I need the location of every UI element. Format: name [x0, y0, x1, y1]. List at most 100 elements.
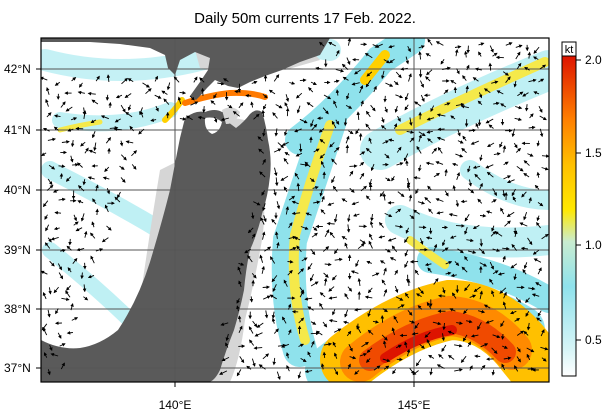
current-arrow: [142, 82, 150, 88]
current-arrow: [433, 243, 438, 252]
current-arrow: [310, 119, 314, 128]
current-arrow: [405, 160, 409, 166]
current-arrow: [405, 227, 410, 234]
current-arrow: [53, 226, 60, 231]
current-arrow: [418, 134, 422, 142]
current-arrow: [425, 76, 431, 82]
current-arrow: [355, 128, 360, 135]
current-arrow: [528, 78, 537, 83]
current-arrow: [500, 320, 505, 328]
current-arrow: [119, 140, 124, 147]
current-arrow: [503, 175, 512, 180]
current-arrow: [58, 197, 66, 202]
current-arrow: [77, 200, 84, 204]
current-arrow: [491, 347, 498, 354]
current-arrow: [394, 285, 399, 294]
current-arrow: [70, 155, 74, 163]
current-arrow: [237, 315, 242, 323]
current-arrow: [70, 303, 74, 311]
current-arrow: [239, 356, 245, 364]
current-arrow: [437, 146, 443, 154]
current-arrow: [405, 56, 410, 65]
current-arrow: [319, 138, 326, 144]
current-arrow: [312, 226, 318, 232]
current-arrow: [304, 161, 311, 168]
current-arrow: [470, 140, 479, 145]
current-arrow: [333, 100, 338, 108]
current-arrow: [441, 344, 447, 352]
current-arrow: [512, 196, 517, 202]
current-arrow: [424, 262, 432, 267]
current-arrow: [510, 310, 517, 315]
current-arrow: [395, 224, 404, 229]
current-arrow: [384, 106, 388, 113]
current-arrow: [90, 255, 95, 264]
current-arrow: [44, 242, 51, 249]
current-arrow: [480, 364, 486, 371]
current-arrow: [478, 51, 482, 57]
current-arrow: [274, 167, 278, 177]
current-arrow: [462, 75, 467, 81]
current-arrow: [106, 74, 111, 83]
current-arrow: [199, 77, 205, 83]
current-arrow: [253, 113, 260, 120]
current-arrow: [457, 248, 464, 254]
current-arrow: [515, 147, 522, 153]
current-arrow: [280, 175, 289, 181]
current-arrow: [48, 287, 52, 295]
current-arrow: [488, 124, 494, 129]
current-arrow: [365, 147, 372, 154]
current-arrow: [247, 255, 253, 263]
current-arrow: [452, 292, 457, 299]
current-arrow: [502, 71, 509, 76]
current-arrow: [274, 177, 279, 187]
current-arrow: [249, 296, 254, 303]
current-arrow: [78, 82, 83, 88]
current-arrow: [385, 177, 391, 182]
current-arrow: [272, 357, 277, 366]
current-arrow: [105, 94, 110, 101]
current-arrow: [280, 343, 290, 348]
current-arrow: [378, 222, 384, 228]
current-arrow: [67, 267, 72, 273]
current-arrow: [515, 105, 523, 110]
current-arrow: [475, 122, 479, 129]
current-arrow: [408, 194, 413, 202]
current-arrow: [312, 185, 319, 190]
current-arrow: [253, 201, 261, 206]
current-arrow: [492, 270, 499, 275]
current-arrow: [522, 92, 529, 97]
current-arrow: [220, 117, 230, 122]
current-arrow: [92, 198, 97, 205]
current-arrow: [526, 353, 531, 361]
current-arrow: [417, 287, 424, 295]
current-arrow: [462, 334, 468, 342]
current-arrow: [396, 146, 402, 153]
current-arrow: [516, 347, 521, 353]
current-arrow: [383, 365, 390, 370]
current-arrow: [53, 126, 59, 131]
current-arrow: [262, 285, 270, 290]
current-arrow: [404, 93, 409, 101]
current-arrow: [311, 232, 318, 238]
current-arrow: [344, 242, 348, 249]
current-arrow: [310, 321, 317, 325]
current-arrow: [245, 93, 252, 98]
current-arrow: [73, 221, 79, 226]
current-arrow: [344, 309, 349, 318]
current-arrow: [236, 305, 240, 312]
current-arrow: [533, 91, 540, 95]
current-arrow: [381, 70, 385, 80]
current-arrow: [464, 284, 471, 292]
current-arrow: [154, 94, 162, 99]
current-arrow: [47, 137, 56, 142]
current-arrow: [404, 292, 410, 299]
current-arrow: [65, 106, 73, 112]
current-arrow: [540, 346, 549, 351]
current-arrow: [397, 191, 405, 198]
current-arrow: [393, 80, 399, 86]
current-arrow: [364, 53, 373, 59]
current-arrow: [53, 286, 59, 294]
current-arrow: [313, 148, 320, 153]
current-arrow: [393, 315, 399, 324]
